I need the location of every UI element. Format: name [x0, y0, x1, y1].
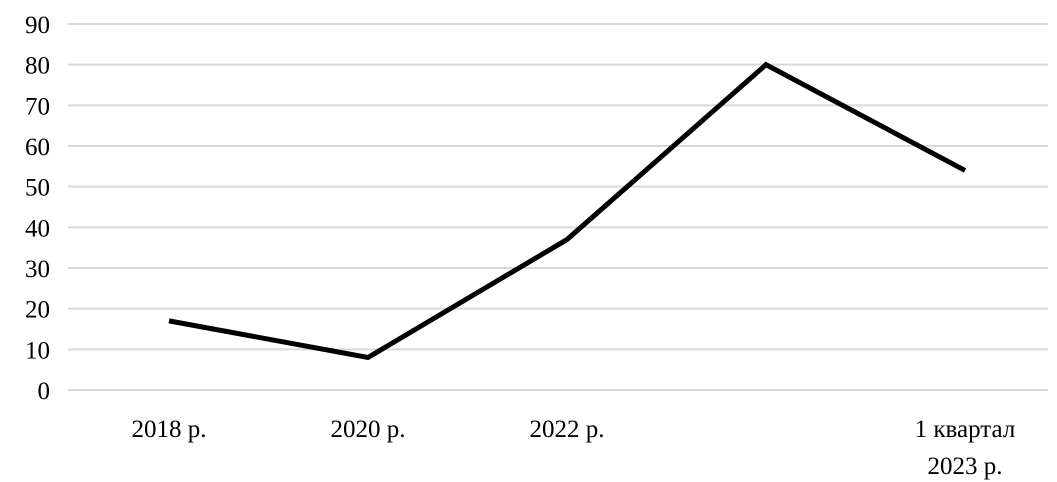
y-tick-label-20: 20 — [25, 297, 50, 324]
y-tick-label-60: 60 — [25, 134, 50, 161]
gridlines — [68, 23, 1048, 391]
x-tick-label-line: 2018 р. — [132, 416, 207, 443]
y-tick-label-90: 90 — [25, 12, 50, 39]
y-tick-label-10: 10 — [25, 337, 50, 364]
y-tick-label-50: 50 — [25, 175, 50, 202]
y-tick-label-40: 40 — [25, 215, 50, 242]
y-tick-label-70: 70 — [25, 93, 50, 120]
x-tick-label-2: 2022 р. — [530, 416, 605, 443]
series-line-0 — [168, 61, 967, 361]
series-layer — [168, 61, 967, 361]
y-tick-label-80: 80 — [25, 53, 50, 80]
x-tick-label-line: 2022 р. — [530, 416, 605, 443]
y-tick-label-30: 30 — [25, 256, 50, 283]
x-axis-tick-labels: 2018 р. 2020 р. 2022 р. 1 квартал 2023 р. — [132, 416, 1016, 480]
x-tick-label-4: 1 квартал 2023 р. — [915, 416, 1016, 480]
y-tick-label-0: 0 — [38, 378, 51, 405]
x-tick-label-line: 2023 р. — [928, 453, 1003, 480]
x-tick-label-line: 2020 р. — [331, 416, 406, 443]
y-axis-tick-labels: 0 10 20 30 40 50 60 70 80 90 — [25, 12, 50, 405]
x-tick-label-0: 2018 р. — [132, 416, 207, 443]
x-tick-label-line: 1 квартал — [915, 416, 1016, 443]
x-tick-label-1: 2020 р. — [331, 416, 406, 443]
